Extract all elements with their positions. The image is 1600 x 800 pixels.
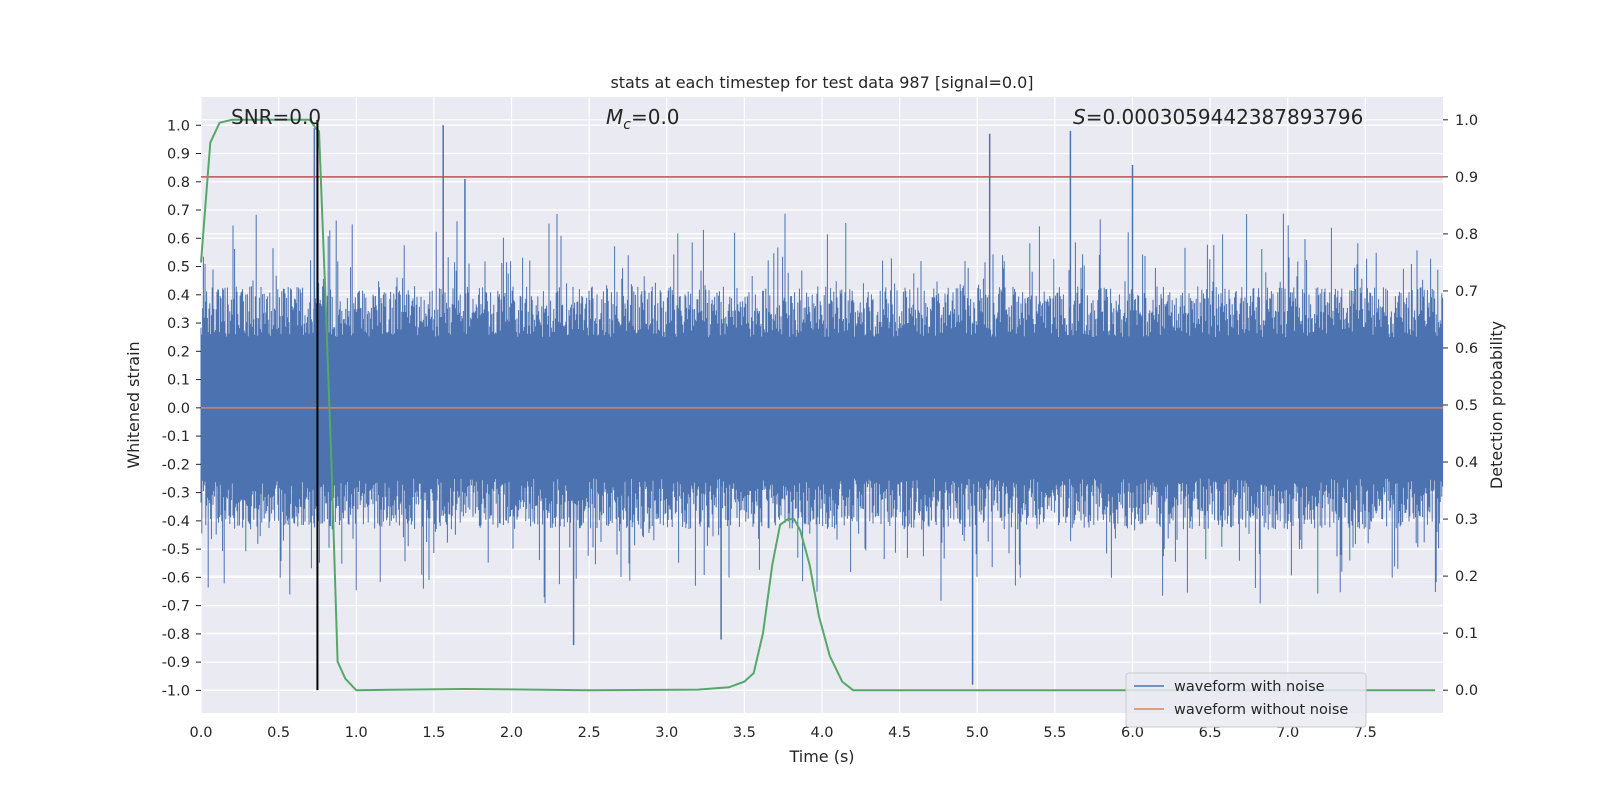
y2-tick-label: 1.0 [1455,113,1478,129]
legend: waveform with noise waveform without noi… [1125,672,1367,728]
x-tick-label: 5.0 [966,725,989,741]
x-tick-label: 6.0 [1121,725,1144,741]
x-tick-label: 1.5 [422,725,445,741]
legend-box [1125,672,1367,728]
s-annotation: S=0.0003059442387893796 [1073,105,1363,129]
x-tick-label: 7.0 [1276,725,1299,741]
y-axis-right-label: Detection probability [1487,321,1506,489]
x-axis: 0.0 0.5 1.0 1.5 2.0 2.5 3.0 3.5 4.0 4.5 5.0 5.5 6.0 6… [189,725,1376,741]
y-tick-label: -0.1 [162,429,190,445]
y2-tick-label: 0.0 [1455,683,1478,699]
y2-tick-label: 0.5 [1455,398,1478,414]
y-tick-label: -0.6 [162,570,190,586]
mc-value: =0.0 [631,105,680,129]
x-tick-label: 6.5 [1199,725,1222,741]
legend-label-noise: waveform with noise [1174,679,1325,695]
s-symbol: S [1073,105,1086,129]
x-tick-label: 0.5 [267,725,290,741]
x-tick-label: 5.5 [1043,725,1066,741]
y2-tick-label: 0.7 [1455,284,1478,300]
y-tick-label: 1.0 [167,118,190,134]
x-tick-label: 4.5 [888,725,911,741]
y-tick-label: 0.5 [167,260,190,276]
y-tick-label: 0.2 [167,344,190,360]
x-tick-label: 1.0 [345,725,368,741]
y-tick-label: -0.5 [162,542,190,558]
x-tick-label: 7.5 [1354,725,1377,741]
s-value: =0.0003059442387893796 [1086,105,1364,129]
y-tick-label: -0.3 [162,486,190,502]
y2-tick-label: 0.6 [1455,341,1478,357]
y2-tick-label: 0.4 [1455,455,1478,471]
x-tick-label: 0.0 [189,725,212,741]
mc-annotation: Mc=0.0 [606,105,680,133]
y-tick-label: -0.2 [162,457,190,473]
x-tick-label: 2.5 [578,725,601,741]
x-tick-label: 3.0 [655,725,678,741]
legend-label-clean: waveform without noise [1174,702,1348,718]
y-tick-label: 0.6 [167,231,190,247]
y-axis-label: Whitened strain [124,341,143,468]
y2-tick-label: 0.2 [1455,569,1478,585]
y-tick-label: -0.8 [162,627,190,643]
y-axis-right: 1.0 0.9 0.8 0.7 0.6 0.5 0.4 0.3 0.2 0.1 0.0 [1443,113,1478,699]
chart-title: stats at each timestep for test data 987… [610,73,1033,92]
y-tick-label: 0.3 [167,316,190,332]
y-tick-label: 0.8 [167,175,190,191]
y-tick-label: -0.7 [162,599,190,615]
series-detection-probability [200,118,1436,692]
mc-symbol: M [606,105,623,129]
y-tick-label: 0.4 [167,288,190,304]
y-axis-left: 1.0 0.9 0.8 0.7 0.6 0.5 0.4 0.3 0.2 0.1 0.0 -0.1 -0.… [162,118,201,699]
y-tick-label: 0.1 [167,373,190,389]
x-tick-label: 4.0 [810,725,833,741]
y-tick-label: 0.9 [167,147,190,163]
x-tick-label: 3.5 [733,725,756,741]
y-tick-label: -0.9 [162,655,190,671]
y-tick-label: -1.0 [162,683,190,699]
snr-annotation: SNR=0.0 [231,105,321,129]
x-tick-label: 2.0 [500,725,523,741]
y2-tick-label: 0.1 [1455,626,1478,642]
y-tick-label: 0.7 [167,203,190,219]
mc-subscript: c [623,117,631,133]
y-tick-label: 0.0 [167,401,190,417]
y-tick-label: -0.4 [162,514,190,530]
y2-tick-label: 0.8 [1455,227,1478,243]
y2-tick-label: 0.9 [1455,170,1478,186]
y2-tick-label: 0.3 [1455,512,1478,528]
plot-content [200,118,1444,692]
x-axis-label: Time (s) [788,747,854,766]
